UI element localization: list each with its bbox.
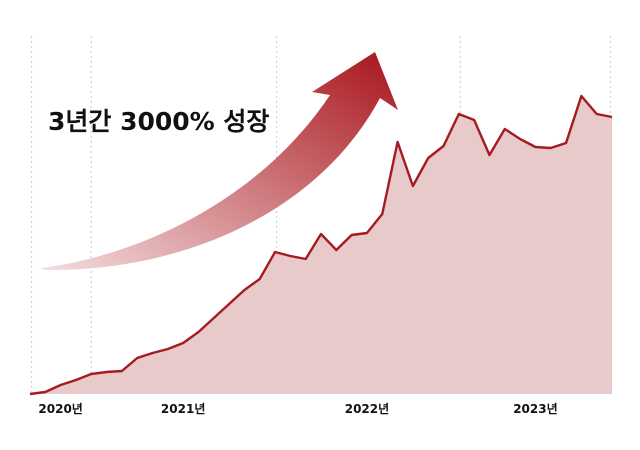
- growth-arrow-icon: [41, 52, 398, 270]
- x-tick-label: 2021년: [161, 402, 205, 416]
- data-points: [29, 95, 613, 395]
- x-tick-label: 2023년: [513, 402, 557, 416]
- area-fill: [30, 96, 612, 394]
- chart-title: 3년간 3000% 성장: [48, 107, 269, 136]
- x-tick-label: 2022년: [345, 402, 389, 416]
- x-tick-label: 2020년: [38, 402, 82, 416]
- x-axis-ticks: 2020년 2021년 2022년 2023년: [38, 402, 557, 416]
